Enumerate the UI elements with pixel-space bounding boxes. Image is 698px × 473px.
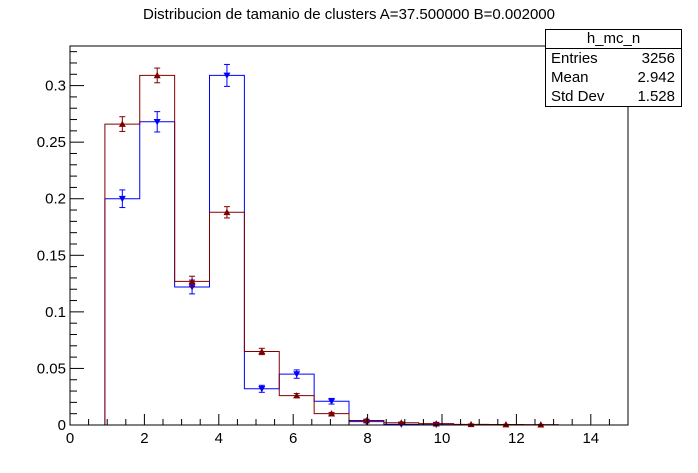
x-tick-label: 12 xyxy=(508,430,525,447)
y-tick-label: 0.15 xyxy=(37,247,66,264)
y-tick-label: 0.2 xyxy=(45,191,66,208)
data-point-marker xyxy=(258,347,266,355)
y-tick-label: 0.1 xyxy=(45,304,66,321)
y-tick-label: 0.05 xyxy=(37,360,66,377)
stats-value-mean: 2.942 xyxy=(637,69,675,86)
data-point-marker xyxy=(258,385,266,393)
axes: 0 2 4 6 8 10 12 14 0 0.05 0.1 0.15 0.2 0.25 0.3 xyxy=(37,45,629,447)
data-point-marker xyxy=(223,208,231,216)
data-point-marker xyxy=(502,421,510,428)
stats-value-entries: 3256 xyxy=(641,50,675,67)
y-tick-label: 0.3 xyxy=(45,78,66,95)
x-tick-label: 10 xyxy=(434,430,451,447)
stats-box: h_mc_n Entries 3256 Mean 2.942 Std Dev 1… xyxy=(545,29,682,107)
data-point-marker xyxy=(362,416,370,424)
stats-row-stddev: Std Dev 1.528 xyxy=(546,87,681,106)
data-point-marker xyxy=(293,371,301,378)
data-point-marker xyxy=(118,195,126,203)
data-point-marker xyxy=(293,392,301,399)
data-point-marker xyxy=(153,71,161,79)
x-tick-label: 8 xyxy=(363,430,371,447)
x-tick-label: 14 xyxy=(582,430,599,447)
y-tick-label: 0 xyxy=(58,417,66,434)
stats-label-stddev: Std Dev xyxy=(551,88,605,105)
data-point-marker xyxy=(118,120,126,127)
stats-title: h_mc_n xyxy=(546,30,681,49)
series-0 xyxy=(70,63,628,429)
data-point-marker xyxy=(223,72,231,79)
data-point-marker xyxy=(188,284,196,291)
data-point-marker xyxy=(328,410,336,417)
x-tick-label: 0 xyxy=(66,430,74,447)
stats-label-mean: Mean xyxy=(551,69,589,86)
data-point-marker xyxy=(188,277,196,285)
series-1-outline xyxy=(70,74,628,426)
x-tick-label: 4 xyxy=(215,430,223,447)
data-point-marker xyxy=(397,419,405,426)
series-0-outline xyxy=(70,74,628,426)
x-tick-label: 6 xyxy=(289,430,297,447)
y-tick-label: 0.25 xyxy=(37,134,66,151)
data-point-marker xyxy=(537,421,545,428)
data-point-marker xyxy=(328,398,336,405)
stats-row-entries: Entries 3256 xyxy=(546,49,681,68)
x-tick-label: 2 xyxy=(140,430,148,447)
chart-title: Distribucion de tamanio de clusters A=37… xyxy=(143,6,555,23)
data-point-marker xyxy=(153,119,161,126)
stats-value-stddev: 1.528 xyxy=(637,88,675,105)
stats-label-entries: Entries xyxy=(551,50,598,67)
series-layer xyxy=(70,63,628,429)
data-point-marker xyxy=(467,420,475,428)
stats-row-mean: Mean 2.942 xyxy=(546,68,681,87)
